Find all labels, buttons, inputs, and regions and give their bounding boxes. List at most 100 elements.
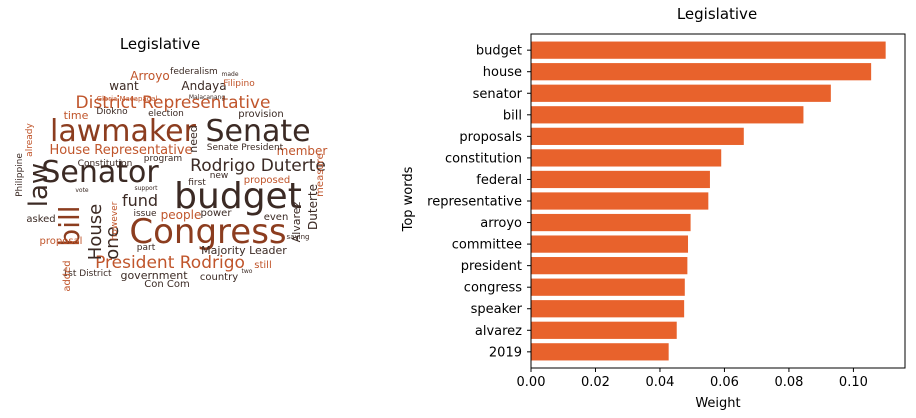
wordcloud-word: want — [109, 79, 139, 93]
wordcloud-word: member — [277, 144, 328, 158]
y-tick-label: senator — [473, 87, 523, 102]
wordcloud-word: House — [85, 204, 106, 260]
wordcloud-word: issue — [133, 209, 157, 219]
y-tick-labels: budget house senator bill proposals constitut… — [427, 44, 531, 360]
wordcloud-word: time — [64, 109, 89, 122]
y-tick-label: president — [461, 259, 522, 274]
y-tick-label: alvarez — [475, 324, 522, 339]
wordcloud-word: Philippine — [15, 153, 25, 197]
x-axis-label: Weight — [695, 396, 740, 411]
wordcloud-word: already — [25, 123, 35, 157]
wordcloud-word: even — [264, 212, 289, 223]
wordcloud-word: support — [134, 185, 158, 192]
y-tick-label: committee — [452, 238, 522, 253]
bar-committee — [531, 235, 689, 253]
wordcloud-word: made — [221, 71, 238, 78]
bar-constitution — [531, 149, 722, 167]
wordcloud-word: government — [120, 269, 188, 282]
wordcloud-word: country — [200, 272, 238, 283]
x-axis: 0.00 0.02 0.04 0.06 0.08 0.10 — [517, 368, 868, 390]
y-tick-label: speaker — [471, 302, 523, 317]
wordcloud-word: District Representative — [76, 93, 271, 113]
y-tick-label: arroyo — [480, 216, 522, 231]
bar-alvarez — [531, 321, 677, 339]
wordcloud-word: two — [242, 268, 253, 275]
plot-frame — [530, 33, 906, 369]
wordcloud-word: saying — [287, 233, 310, 241]
wordcloud-word: Congress — [129, 212, 286, 252]
y-tick-label: budget — [476, 44, 522, 59]
wordcloud-word: asked — [26, 214, 55, 225]
wordcloud-word: bill — [53, 205, 86, 246]
y-tick-label: 2019 — [489, 345, 522, 360]
wordcloud-title: Legislative — [120, 35, 200, 53]
wordcloud-word: Constitution — [78, 159, 133, 169]
bar-proposals — [531, 127, 744, 145]
wordcloud-word: Gloria Macapagal — [97, 95, 158, 103]
wordcloud-word: lawmaker — [50, 114, 197, 149]
wordcloud-word: election — [148, 109, 184, 119]
wordcloud-word: 1st District — [62, 269, 112, 279]
wordcloud-word: proposed — [244, 175, 291, 186]
bar-federal — [531, 170, 710, 189]
wordcloud-word: new — [210, 171, 229, 181]
x-tick-label: 0.02 — [581, 375, 610, 390]
bar-bill — [531, 106, 804, 124]
y-tick-label: bill — [503, 108, 522, 123]
x-tick-label: 0.00 — [517, 375, 546, 390]
wordcloud-word: Filipino — [223, 79, 255, 89]
wordcloud-word: Diokno — [96, 107, 128, 117]
y-tick-label: representative — [427, 195, 522, 210]
x-tick-label: 0.08 — [774, 375, 803, 390]
wordcloud-word: Majority Leader — [201, 244, 287, 257]
bar-house — [531, 63, 872, 81]
y-axis-label: Top words — [401, 166, 416, 232]
wordcloud-word: power — [201, 208, 233, 219]
bar-senator — [531, 84, 831, 102]
x-tick-label: 0.06 — [710, 375, 739, 390]
wordcloud-word: Senate President — [207, 143, 284, 153]
wordcloud-word: Arroyo — [130, 69, 169, 83]
wordcloud-word: Con Com — [144, 279, 189, 290]
wordcloud-word: need — [187, 125, 200, 153]
wordcloud-word: Alvarez — [290, 201, 303, 242]
wordcloud-word: Andaya — [181, 79, 226, 93]
wordcloud-word: added — [62, 260, 73, 291]
chart-title: Legislative — [677, 5, 757, 23]
wordcloud-word: budget — [174, 176, 302, 217]
wordcloud-word: Senator — [41, 155, 159, 190]
wordcloud-word: House Representative — [49, 143, 192, 158]
bar-congress — [531, 278, 685, 296]
wordcloud-word: one — [102, 226, 123, 260]
bar-arroyo — [531, 213, 691, 232]
wordcloud-word: Malacanang — [189, 94, 225, 101]
y-tick-label: congress — [464, 281, 522, 296]
wordcloud-word: first — [188, 178, 206, 188]
bar-budget — [531, 41, 886, 59]
wordcloud-word: vote — [75, 187, 89, 194]
wordcloud-word: law — [24, 163, 54, 207]
wordcloud-word: Rodrigo Duterte — [190, 156, 326, 176]
wordcloud-word: proposal — [40, 236, 83, 247]
wordcloud-word: people — [161, 208, 202, 222]
x-tick-label: 0.10 — [839, 375, 868, 390]
wordcloud-word: provision — [238, 109, 284, 120]
bar-marks — [531, 41, 886, 361]
wordcloud-word: part — [137, 243, 156, 253]
y-tick-label: proposals — [459, 130, 522, 145]
wordcloud-word: federalism — [170, 67, 218, 77]
wordcloud-word: President Rodrigo — [95, 253, 245, 273]
wordcloud-word: Senate — [205, 114, 310, 149]
wordcloud-word: Duterte — [306, 184, 320, 230]
y-tick-label: constitution — [445, 151, 522, 166]
bar-representative — [531, 192, 709, 210]
wordcloud-word: however — [110, 201, 120, 240]
y-tick-label: federal — [476, 173, 522, 188]
bar-president — [531, 257, 688, 275]
x-tick-label: 0.04 — [645, 375, 674, 390]
wordcloud-word: program — [144, 154, 182, 164]
